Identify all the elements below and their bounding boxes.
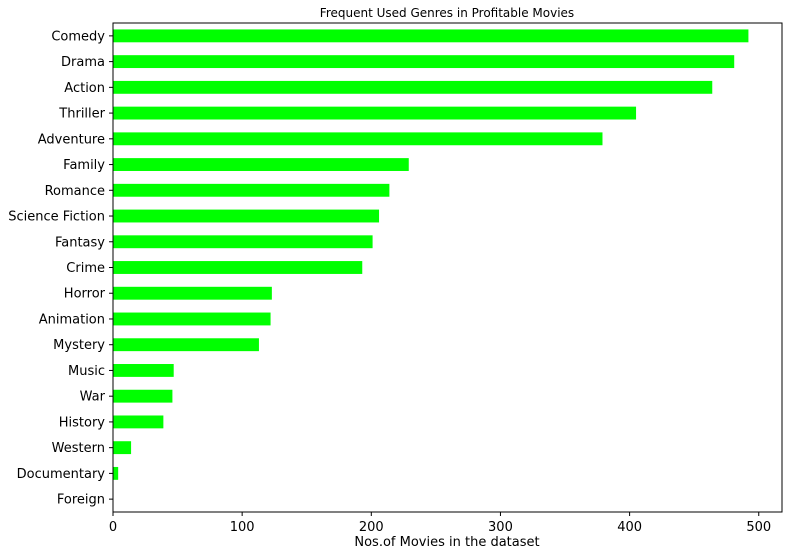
bar-animation <box>113 312 271 326</box>
bar-action <box>113 80 713 94</box>
bar-fantasy <box>113 235 373 249</box>
x-tick-label: 300 <box>488 520 513 535</box>
bar-comedy <box>113 29 749 43</box>
bar-war <box>113 389 173 403</box>
bars-layer <box>113 29 749 480</box>
bar-romance <box>113 183 390 197</box>
category-label-documentary: Documentary <box>17 467 106 482</box>
bar-crime <box>113 261 363 274</box>
category-label-horror: Horror <box>64 287 106 302</box>
bar-thriller <box>113 106 637 120</box>
category-label-comedy: Comedy <box>51 29 105 44</box>
x-tick-label: 500 <box>746 520 771 535</box>
bar-adventure <box>113 132 603 146</box>
bar-drama <box>113 55 735 69</box>
x-axis-ticks: 0 100 200 300 400 500 <box>109 512 771 535</box>
category-label-action: Action <box>64 81 105 96</box>
x-tick-label: 0 <box>109 520 117 535</box>
category-label-science-fiction: Science Fiction <box>8 210 105 225</box>
x-tick-label: 100 <box>230 520 255 535</box>
chart-title: Frequent Used Genres in Profitable Movie… <box>320 6 574 20</box>
bar-horror <box>113 286 272 300</box>
category-label-fantasy: Fantasy <box>55 235 105 250</box>
bar-music <box>113 364 174 377</box>
category-label-music: Music <box>68 364 105 379</box>
category-label-romance: Romance <box>45 184 105 199</box>
category-label-drama: Drama <box>61 55 105 70</box>
category-label-family: Family <box>63 158 105 173</box>
bar-science-fiction <box>113 209 380 223</box>
category-labels: Comedy Drama Action Thriller Adventure Family… <box>8 29 113 508</box>
bar-documentary <box>113 466 119 480</box>
x-axis-label: Nos.of Movies in the dataset <box>354 535 539 550</box>
category-label-history: History <box>59 415 106 430</box>
bar-western <box>113 441 132 455</box>
bar-history <box>113 415 164 429</box>
category-label-adventure: Adventure <box>38 132 105 147</box>
category-label-thriller: Thriller <box>58 107 105 122</box>
x-tick-label: 400 <box>617 520 642 535</box>
category-label-foreign: Foreign <box>57 493 105 508</box>
category-label-western: Western <box>52 441 105 456</box>
bar-family <box>113 158 409 171</box>
category-label-war: War <box>80 390 106 405</box>
bar-mystery <box>113 338 259 352</box>
category-label-animation: Animation <box>39 312 105 327</box>
category-label-crime: Crime <box>66 261 105 276</box>
category-label-mystery: Mystery <box>53 338 105 353</box>
x-tick-label: 200 <box>359 520 384 535</box>
plot-area-frame <box>112 22 783 513</box>
